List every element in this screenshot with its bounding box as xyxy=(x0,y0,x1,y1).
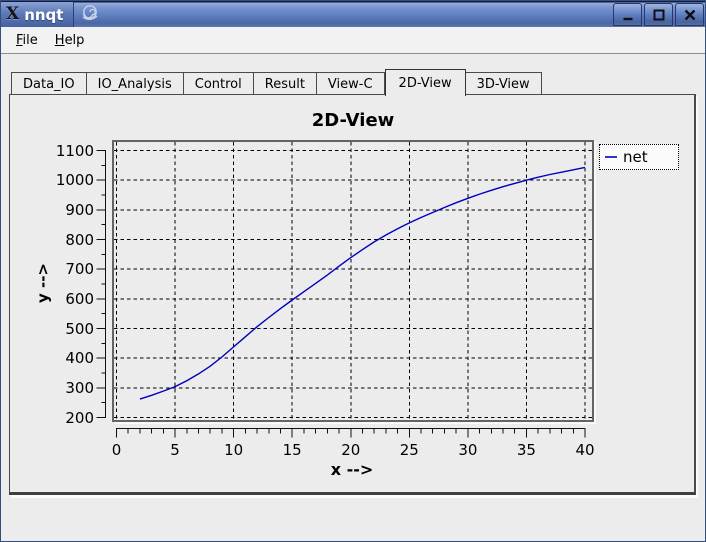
x-axis-label: x --> xyxy=(330,460,374,479)
titlebar: X nnqt xyxy=(1,1,705,27)
plot-title: 2D-View xyxy=(311,110,395,131)
tab-2d-view[interactable]: 2D-View xyxy=(384,69,466,96)
series-net-curve xyxy=(139,166,586,400)
x11-logo-icon: X xyxy=(6,4,20,24)
tab-3d-view[interactable]: 3D-View xyxy=(465,72,542,95)
tab-control[interactable]: Control xyxy=(183,72,254,95)
legend[interactable]: net xyxy=(599,144,679,170)
window-controls xyxy=(611,3,704,26)
menubar: File Help xyxy=(1,27,705,54)
minimize-button[interactable] xyxy=(613,3,642,26)
window-title: nnqt xyxy=(24,5,64,24)
tab-view-c[interactable]: View-C xyxy=(316,72,385,95)
tab-io-analysis[interactable]: IO_Analysis xyxy=(86,72,184,95)
plot-canvas xyxy=(112,140,594,422)
menu-file[interactable]: File xyxy=(16,32,38,48)
grid-lines xyxy=(114,142,592,420)
legend-item-net: net xyxy=(623,148,648,166)
menu-help[interactable]: Help xyxy=(54,32,85,48)
tab-bar: Data_IO IO_Analysis Control Result View-… xyxy=(9,68,542,96)
maximize-button[interactable] xyxy=(644,3,673,26)
y-axis-label: y --> xyxy=(34,262,52,304)
app-swirl-icon xyxy=(82,5,98,20)
close-button[interactable] xyxy=(675,3,704,26)
tab-data-io[interactable]: Data_IO xyxy=(11,72,87,95)
tab-result[interactable]: Result xyxy=(253,72,317,95)
legend-swatch xyxy=(605,156,617,158)
titlebar-app-segment: X nnqt xyxy=(1,2,74,27)
